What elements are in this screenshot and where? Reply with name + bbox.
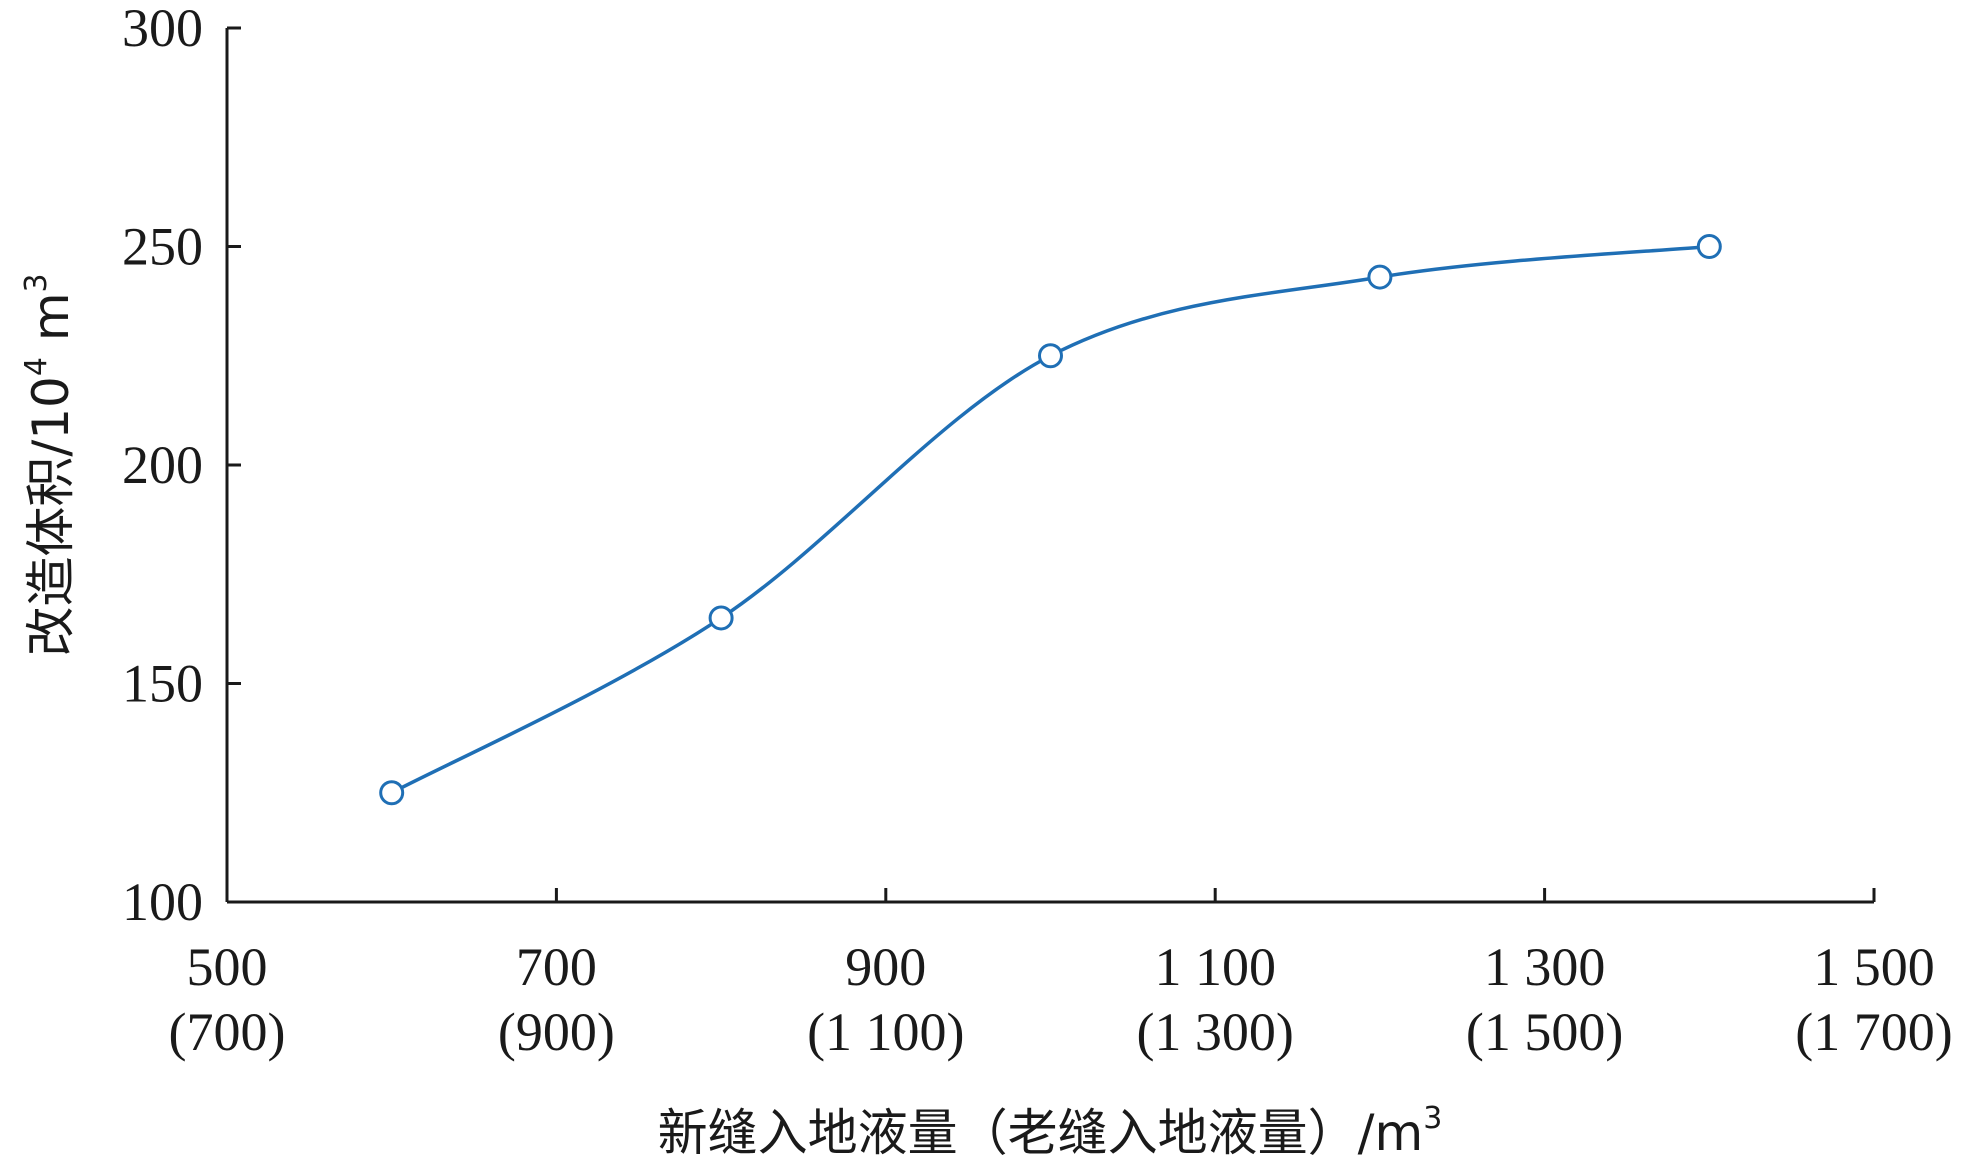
y-tick-label: 150 <box>122 654 203 714</box>
x-tick-label-secondary: (1 700) <box>1795 1002 1952 1062</box>
x-tick-label-secondary: (900) <box>498 1002 615 1062</box>
y-axis-title-sup: 4 <box>19 357 54 376</box>
y-tick-label: 250 <box>122 217 203 277</box>
x-tick-label: 1 100 <box>1154 937 1276 997</box>
y-tick-label: 200 <box>122 435 203 495</box>
x-tick-label-secondary: (1 100) <box>807 1002 964 1062</box>
x-tick-label: 700 <box>516 937 597 997</box>
x-tick-label: 1 500 <box>1813 937 1935 997</box>
x-ticks: 500(700) 700(900) 900(1 100) 1 100(1 300) 1 … <box>169 888 1953 1062</box>
x-tick-label: 500 <box>187 937 268 997</box>
y-axis-title-unit: m <box>22 292 80 357</box>
y-tick-label: 100 <box>122 872 203 932</box>
y-axis-title-text: 改造体积/10 <box>22 376 80 656</box>
series-layer <box>379 234 1722 806</box>
data-point <box>708 605 734 631</box>
data-point <box>1367 264 1393 290</box>
y-axis-title-unit-sup: 3 <box>19 273 54 292</box>
data-point <box>1038 343 1063 369</box>
x-tick-label-secondary: (1 300) <box>1136 1002 1293 1062</box>
x-axis-title: 新缝入地液量（老缝入地液量）/m3 <box>658 1101 1443 1162</box>
x-axis-title-sup: 3 <box>1423 1101 1442 1136</box>
y-axis-title: 改造体积/104 m3 <box>19 273 80 656</box>
x-tick-label-secondary: (700) <box>169 1002 286 1062</box>
data-point <box>379 780 405 806</box>
plot-area <box>225 28 1874 904</box>
data-point <box>1696 234 1722 259</box>
x-tick-label: 900 <box>845 937 926 997</box>
series-line <box>390 244 1710 795</box>
x-tick-label-secondary: (1 500) <box>1466 1002 1623 1062</box>
x-tick-label: 1 300 <box>1484 937 1606 997</box>
y-ticks: 100 150 200 250 300 <box>122 0 241 932</box>
y-tick-label: 300 <box>122 0 203 58</box>
x-axis-title-text: 新缝入地液量（老缝入地液量）/m <box>658 1104 1424 1162</box>
